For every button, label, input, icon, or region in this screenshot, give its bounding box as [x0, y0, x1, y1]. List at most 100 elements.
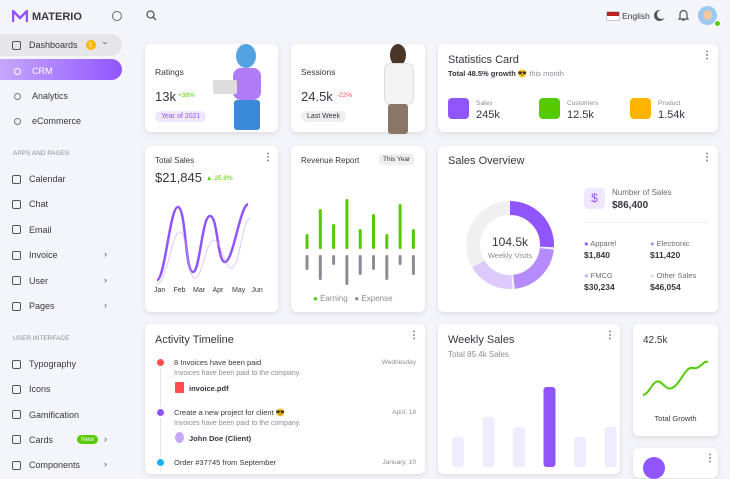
legend-label: FMCG [590, 271, 613, 280]
nav-item[interactable]: Calendar [12, 174, 66, 184]
notifications[interactable] [678, 9, 689, 21]
dashboard: MATERIO English Dashboards 5 › CRM Analyti… [0, 6, 721, 479]
nav-item[interactable]: Gamification [12, 410, 79, 420]
tag: This Year [379, 154, 415, 165]
illustration-legs [234, 100, 260, 130]
section-title: USER INTERFACE [13, 335, 70, 342]
nav-label: Components [29, 460, 81, 471]
icon [12, 301, 21, 311]
stat-label: Customers [567, 100, 599, 107]
event-title: Create a new project for client 😎 [174, 408, 286, 417]
change: -22% [337, 92, 353, 99]
stat-icon [539, 98, 560, 119]
menu[interactable]: ⋮ [702, 50, 712, 61]
stat-icon [630, 98, 651, 119]
icon: $ [584, 188, 605, 209]
total-sales-card: Total Sales ⋮ $21,845 ▲ 25.8% Jan Feb Mar A… [145, 146, 278, 312]
nav-item[interactable]: Pages [12, 301, 55, 311]
event-title: Order #37745 from September [174, 458, 277, 467]
nav-item[interactable]: eCommerce [14, 116, 81, 126]
nav-label: Pages [29, 301, 55, 311]
theme-toggle[interactable] [657, 10, 666, 19]
legend-label: Earning [320, 294, 348, 303]
event-desc: Invoices have been paid to the company. [174, 420, 301, 427]
nav-item[interactable]: CRM [14, 66, 53, 76]
badge: 5 [85, 40, 96, 50]
decoration: ● [584, 271, 589, 280]
label: Total Growth [654, 414, 697, 423]
nav-item[interactable]: Chat [12, 199, 48, 209]
timeline-dot [157, 459, 164, 466]
nav-item[interactable]: User [12, 276, 48, 286]
nav-item[interactable]: Typography [12, 359, 76, 369]
x-label: Jun [251, 287, 263, 294]
nav-item[interactable]: Invoice [12, 250, 58, 260]
menu[interactable]: ⋮ [263, 152, 273, 163]
metric: 42.5k [643, 335, 668, 346]
tag: Year of 2021 [155, 111, 207, 122]
legend-label: Apparel [590, 239, 617, 248]
activity-card: Activity Timeline ⋮ 8 Invoices have been… [145, 324, 425, 474]
pin-toggle[interactable] [112, 11, 122, 21]
event-time: Wednesday [381, 359, 416, 366]
center-label: Weekly Visits [487, 251, 533, 260]
number-label: Number of Sales [612, 188, 672, 197]
decoration [12, 10, 28, 22]
decoration [678, 9, 689, 21]
legend: ● Earning ● Expense [313, 294, 393, 303]
card-title: Sessions [301, 67, 336, 77]
event-desc: Invoices have been paid to the company. [174, 370, 301, 377]
avatar[interactable] [698, 6, 717, 25]
icon [12, 199, 21, 209]
legend-label: Expense [361, 294, 393, 303]
decoration: ● [650, 271, 655, 280]
weekly-sales-card: Weekly Sales ⋮ Total 85.4k Sales [438, 324, 620, 474]
tag: Last Week [301, 111, 346, 122]
legend-value: $1,840 [584, 250, 610, 260]
decoration [146, 10, 155, 19]
chevron: › [104, 459, 107, 470]
timeline-dot [157, 359, 164, 366]
nav-item[interactable]: Components [12, 460, 80, 470]
stat-value: 12.5k [567, 109, 594, 121]
attachment-icon [175, 432, 184, 443]
icon [12, 435, 21, 445]
icon [12, 384, 21, 394]
icon [12, 225, 21, 235]
decoration [643, 457, 665, 479]
illustration-legs [388, 104, 408, 134]
section-title: APPS AND PAGES [13, 150, 70, 157]
search[interactable] [146, 10, 157, 21]
nav-label: CRM [32, 66, 53, 76]
card-title: Revenue Report [301, 156, 360, 165]
menu[interactable]: ⋮ [702, 152, 712, 163]
icon [12, 410, 21, 420]
nav-item[interactable]: Cards [12, 435, 53, 445]
subtitle: Total 85.4k Sales [448, 350, 509, 359]
nav-item[interactable]: Icons [12, 384, 51, 394]
badge: New [77, 434, 99, 444]
nav-item[interactable]: Email [12, 225, 52, 235]
dot [14, 117, 21, 125]
icon [12, 460, 21, 470]
stat-value: 245k [476, 109, 500, 121]
language[interactable]: English [622, 11, 650, 21]
center-value: 104.5k [491, 235, 529, 249]
chevron: › [104, 300, 107, 310]
menu[interactable]: ⋮ [605, 330, 615, 341]
stat-label: Product [658, 100, 681, 107]
change: +38% [178, 92, 195, 99]
card-title: Activity Timeline [155, 334, 234, 346]
menu[interactable]: ⋮ [409, 330, 419, 341]
event-title: 8 Invoices have been paid [174, 358, 262, 367]
event-time: April, 18 [392, 409, 416, 416]
nav-dashboards[interactable]: Dashboards 5 [12, 40, 96, 50]
illustration-laptop [213, 80, 237, 94]
decoration: ● [313, 294, 318, 303]
nav-item[interactable]: Analytics [14, 91, 68, 101]
x-label: Apr [212, 287, 224, 294]
stat-label: Sales [476, 100, 493, 107]
stat-icon [448, 98, 469, 119]
legend-item: ● Other Sales [650, 271, 696, 280]
legend-label: Electronic [656, 239, 690, 248]
